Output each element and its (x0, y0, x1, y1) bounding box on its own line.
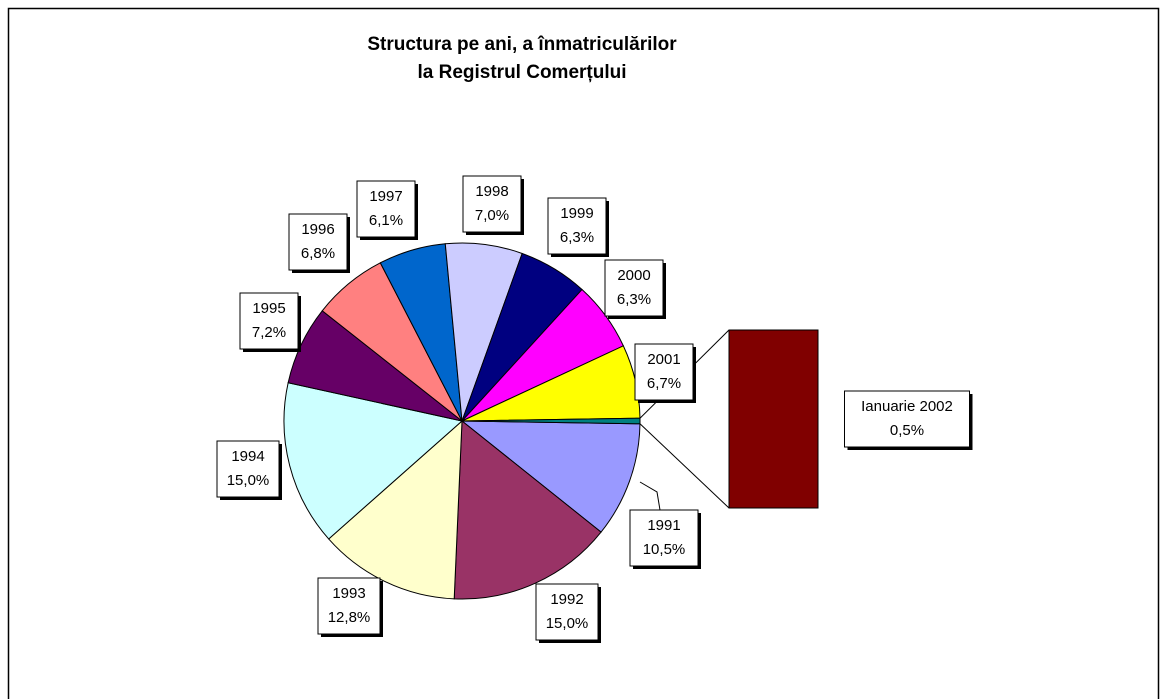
category-label: 1998 (475, 183, 508, 200)
label-box (288, 213, 348, 271)
category-label: 1992 (550, 591, 583, 608)
label-box (604, 259, 664, 317)
category-label: 1995 (252, 300, 285, 317)
value-label: 15,0% (546, 615, 589, 632)
pie-slice (283, 382, 464, 540)
value-label: 10,5% (643, 541, 686, 558)
category-label: 2001 (647, 351, 680, 368)
value-label: 7,2% (252, 324, 286, 341)
label-box (216, 440, 280, 498)
category-label: 1991 (647, 517, 680, 534)
value-label: 15,0% (227, 472, 270, 489)
label-box (356, 180, 416, 238)
label-box (844, 390, 970, 448)
category-label: 1993 (332, 585, 365, 602)
label-box (629, 509, 699, 567)
category-label: 1994 (231, 448, 264, 465)
category-label: 1999 (560, 205, 593, 222)
label-box (239, 292, 299, 350)
category-label: Ianuarie 2002 (861, 398, 953, 415)
pie-slice (453, 419, 602, 600)
value-label: 6,3% (617, 291, 651, 308)
chart-title: Structura pe ani, a înmatriculărilor (367, 34, 677, 55)
value-label: 12,8% (328, 609, 371, 626)
value-label: 6,1% (369, 212, 403, 229)
value-label: 6,3% (560, 229, 594, 246)
pie-slice (327, 419, 463, 600)
label-box (634, 343, 694, 401)
label-box (535, 583, 599, 641)
value-label: 6,8% (301, 245, 335, 262)
label-box (317, 577, 381, 635)
chart-title: la Registrul Comerțului (417, 62, 626, 83)
pie-slice (461, 417, 641, 425)
value-label: 0,5% (890, 422, 924, 439)
pie-slice (460, 420, 641, 533)
label-box (547, 197, 607, 255)
category-label: 1996 (301, 221, 334, 238)
leader-line (639, 481, 661, 511)
value-label: 7,0% (475, 207, 509, 224)
connector-line (639, 423, 730, 509)
label-box (462, 175, 522, 233)
category-label: 1997 (369, 188, 402, 205)
category-label: 2000 (617, 267, 650, 284)
value-label: 6,7% (647, 375, 681, 392)
bar (728, 329, 819, 509)
